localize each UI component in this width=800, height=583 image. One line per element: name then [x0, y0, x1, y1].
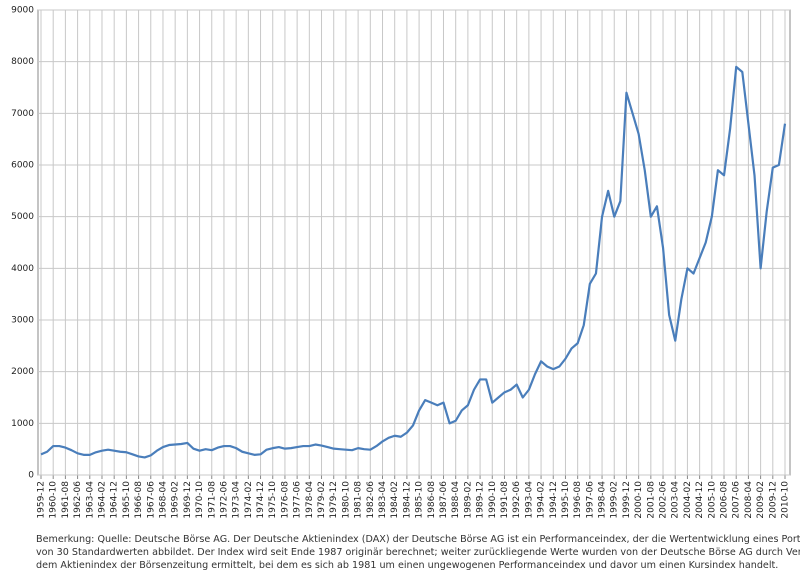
x-tick-label: 1968-04 — [158, 481, 168, 519]
x-tick-label: 1987-06 — [439, 481, 449, 519]
x-tick-label: 1974-02 — [244, 481, 254, 519]
x-tick-label: 2007-06 — [732, 481, 742, 519]
x-tick-label: 2002-06 — [659, 481, 669, 519]
y-tick-label: 5000 — [11, 212, 34, 222]
y-tick-label: 2000 — [11, 367, 34, 377]
x-tick-label: 1980-10 — [341, 481, 351, 519]
x-tick-label: 1975-10 — [268, 481, 278, 519]
x-tick-label: 1971-08 — [207, 481, 217, 519]
y-tick-label: 1000 — [11, 419, 34, 429]
x-tick-label: 1969-12 — [183, 481, 193, 519]
x-tick-label: 1985-10 — [415, 481, 425, 519]
x-tick-label: 1967-06 — [146, 481, 156, 519]
x-tick-label: 1993-04 — [524, 481, 534, 519]
x-tick-label: 2009-12 — [768, 481, 778, 519]
x-tick-label: 1963-04 — [85, 481, 95, 519]
x-tick-label: 1976-08 — [280, 481, 290, 519]
x-tick-label: 1959-12 — [37, 481, 47, 519]
x-tick-label: 1965-10 — [122, 481, 132, 519]
x-tick-label: 1974-12 — [256, 481, 266, 519]
chart: 1959-12 1960-10 1961-08 1962-06 1963-04 1964-… — [11, 6, 791, 519]
x-tick-label: 1989-02 — [463, 481, 473, 519]
x-tick-label: 2006-08 — [720, 481, 730, 519]
y-tick-label: 8000 — [11, 57, 34, 67]
x-tick-label: 1978-04 — [305, 481, 315, 519]
x-tick-label: 1969-02 — [171, 481, 181, 519]
x-tick-label: 1997-06 — [585, 481, 595, 519]
x-tick-label: 1990-10 — [488, 481, 498, 519]
x-tick-label: 1994-12 — [549, 481, 559, 519]
x-tick-label: 1979-12 — [329, 481, 339, 519]
x-tick-label: 2008-04 — [744, 481, 754, 519]
x-tick-label: 1981-08 — [354, 481, 364, 519]
x-tick-label: 2003-04 — [671, 481, 681, 519]
x-tick-label: 1960-10 — [49, 481, 59, 519]
x-tick-label: 1992-06 — [512, 481, 522, 519]
x-tick-label: 1991-08 — [500, 481, 510, 519]
x-tick-label: 1972-06 — [219, 481, 229, 519]
x-tick-label: 2005-10 — [707, 481, 717, 519]
x-tick-label: 1961-08 — [61, 481, 71, 519]
y-tick-label: 6000 — [11, 161, 34, 171]
x-tick-label: 1970-10 — [195, 481, 205, 519]
x-tick-label: 1973-04 — [232, 481, 242, 519]
x-tick-label: 2004-02 — [683, 481, 693, 519]
x-tick-label: 2000-10 — [634, 481, 644, 519]
x-tick-label: 2001-08 — [646, 481, 656, 519]
x-tick-label: 1983-04 — [378, 481, 388, 519]
x-tick-label: 1984-12 — [402, 481, 412, 519]
y-tick-label: 0 — [28, 471, 34, 481]
x-tick-label: 1984-02 — [390, 481, 400, 519]
x-tick-label: 1962-06 — [73, 481, 83, 519]
y-tick-label: 7000 — [11, 109, 34, 119]
x-tick-label: 1989-12 — [476, 481, 486, 519]
x-tick-label: 2009-02 — [756, 481, 766, 519]
note-line: Bemerkung: Quelle: Deutsche Börse AG. De… — [36, 534, 800, 545]
x-tick-label: 1996-08 — [573, 481, 583, 519]
y-tick-label: 3000 — [11, 316, 34, 326]
note-line: von 30 Standardwerten abbildet. Der Inde… — [36, 547, 800, 558]
x-tick-label: 1999-02 — [610, 481, 620, 519]
x-tick-label: 1995-10 — [561, 481, 571, 519]
x-tick-label: 1964-12 — [110, 481, 120, 519]
y-tick-label: 4000 — [11, 264, 34, 274]
x-tick-label: 2004-12 — [695, 481, 705, 519]
x-tick-label: 2010-10 — [781, 481, 791, 519]
x-tick-label: 1964-02 — [97, 481, 107, 519]
note: Bemerkung: Quelle: Deutsche Börse AG. De… — [36, 533, 800, 572]
x-tick-label: 1994-02 — [537, 481, 547, 519]
x-tick-label: 1999-12 — [622, 481, 632, 519]
x-tick-label: 1966-08 — [134, 481, 144, 519]
x-tick-label: 1998-04 — [598, 481, 608, 519]
x-tick-label: 1988-04 — [451, 481, 461, 519]
x-tick-label: 1986-08 — [427, 481, 437, 519]
note-line: dem Aktienindex der Börsenzeitung ermitt… — [36, 560, 779, 571]
y-tick-label: 9000 — [11, 6, 34, 16]
x-tick-label: 1977-06 — [293, 481, 303, 519]
x-tick-label: 1982-06 — [366, 481, 376, 519]
line — [40, 65, 787, 459]
x-tick-label: 1979-02 — [317, 481, 327, 519]
